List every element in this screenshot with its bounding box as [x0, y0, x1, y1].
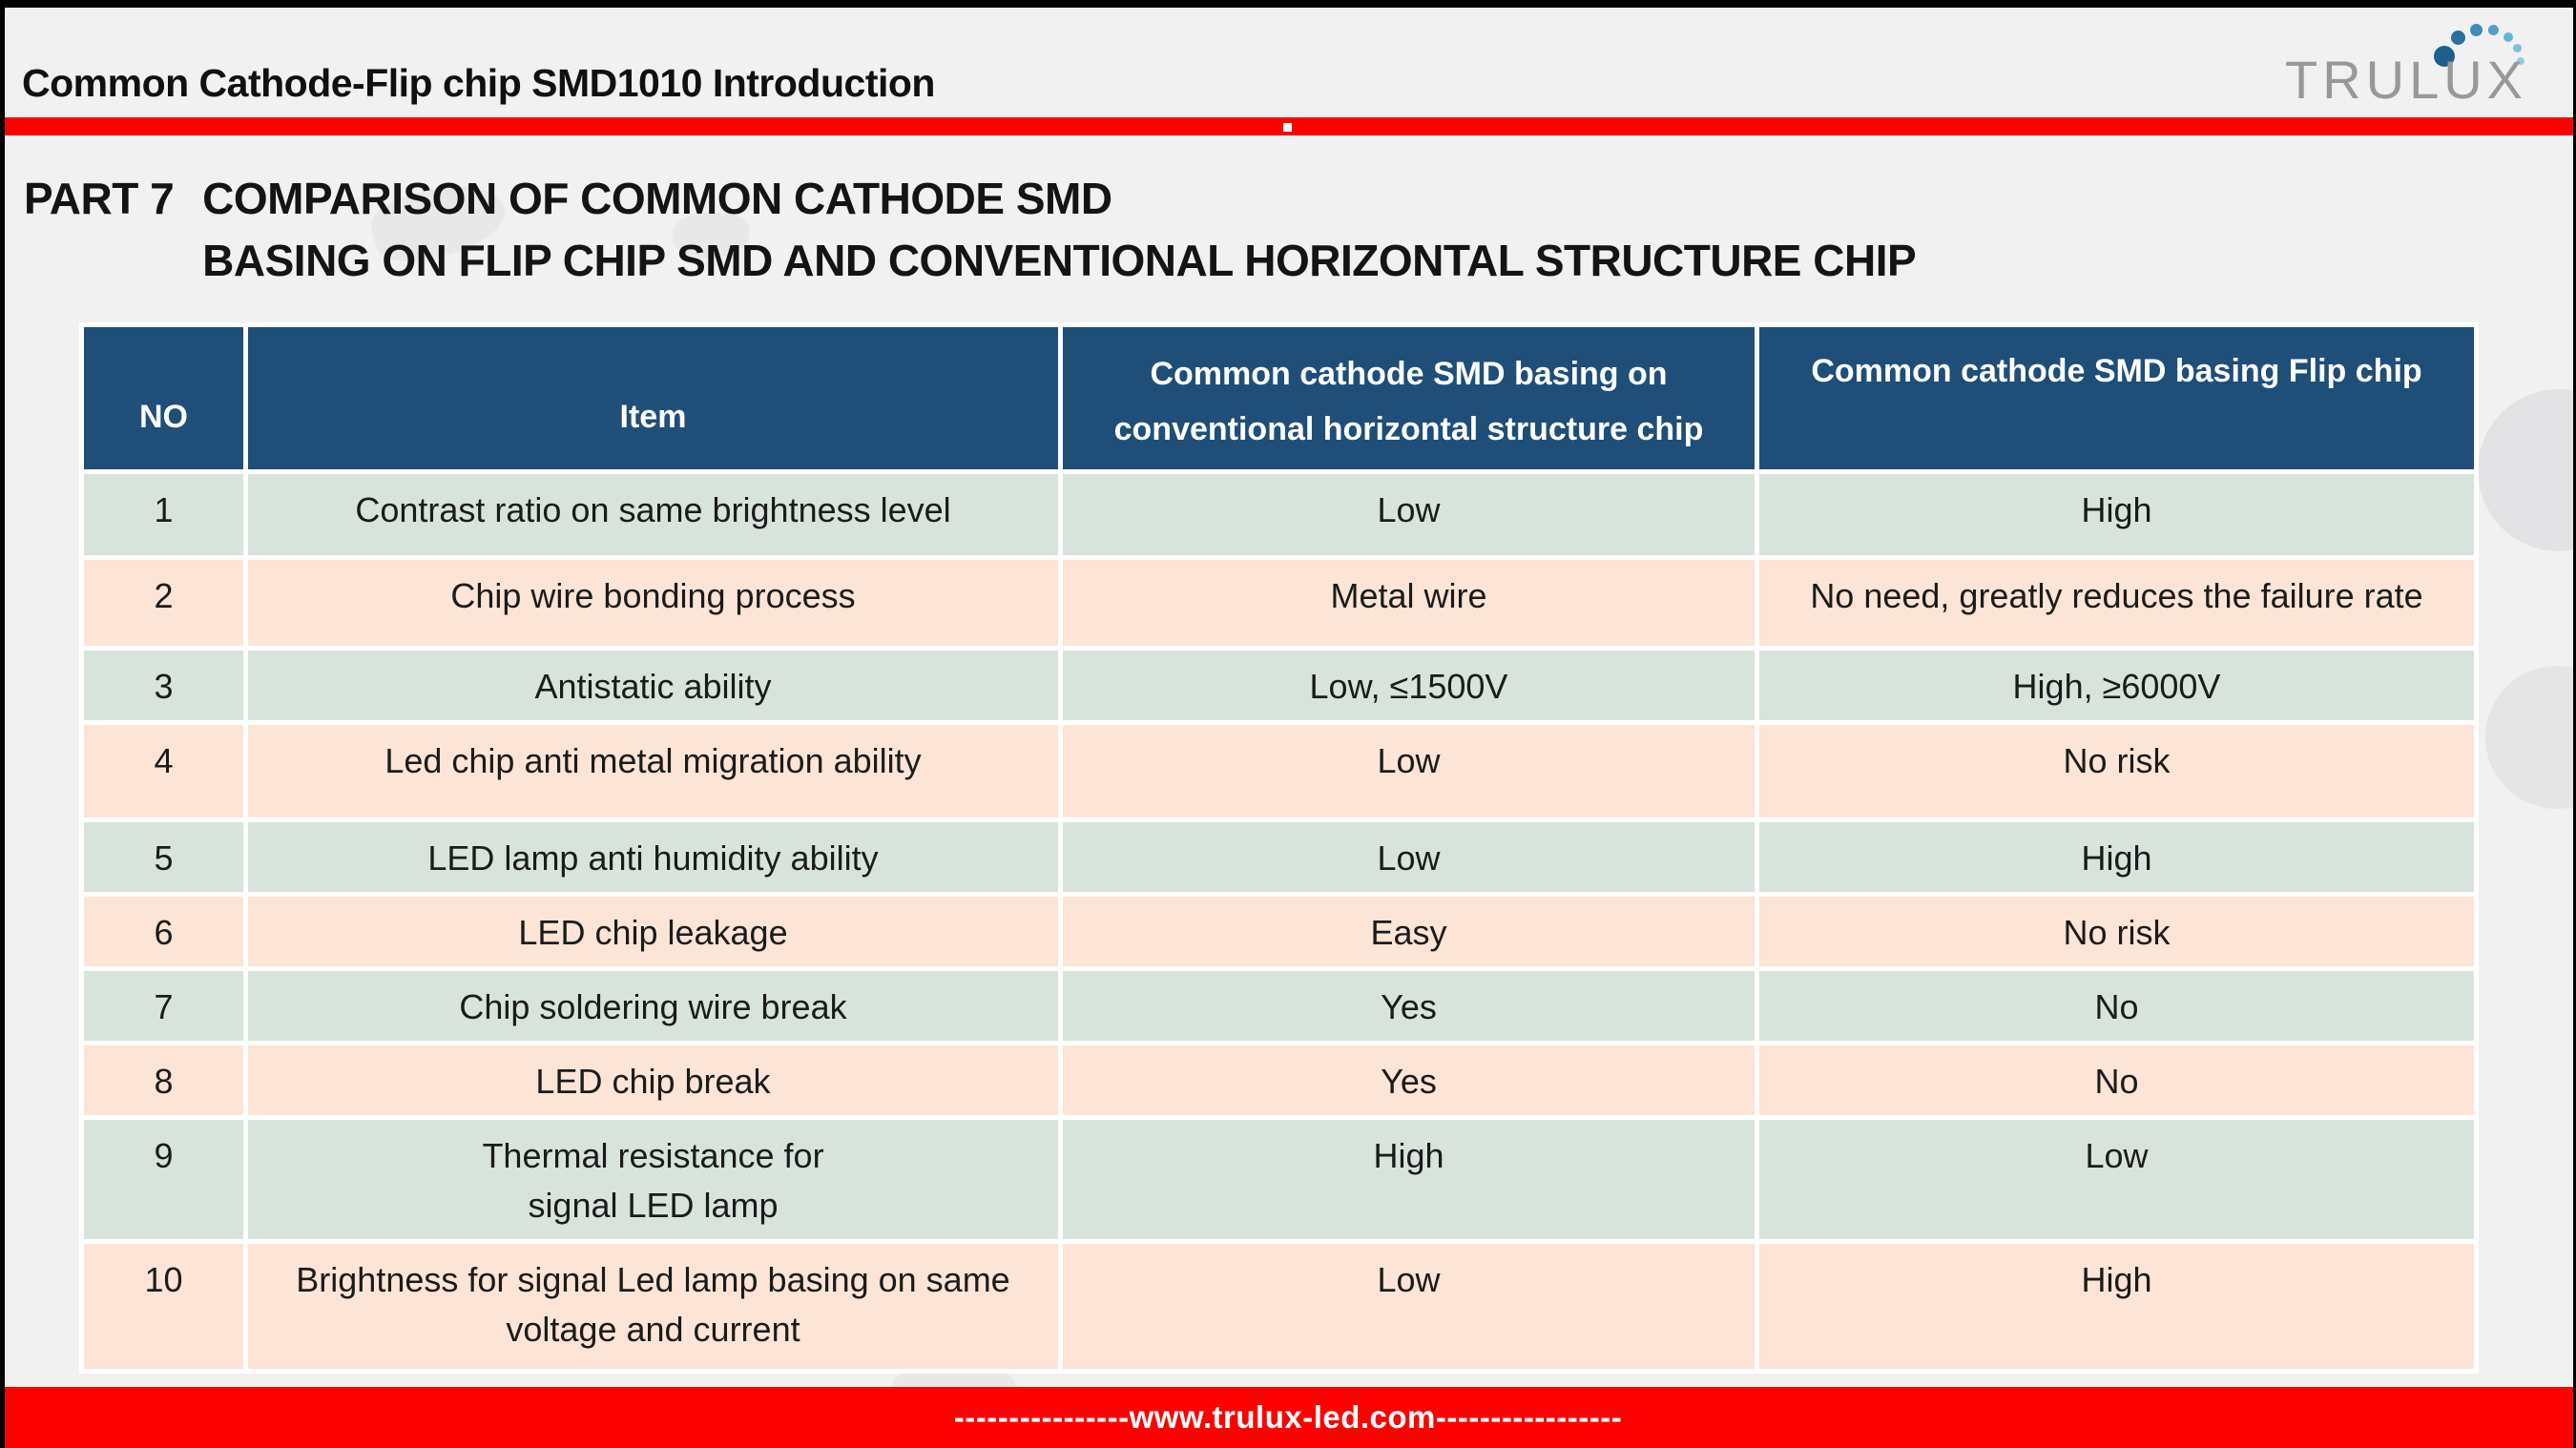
- map-watermark: [2485, 666, 2573, 809]
- cell-no: 8: [84, 1045, 243, 1115]
- cell-conventional: Low: [1063, 822, 1755, 892]
- footer-bar: ----------------www.trulux-led.com------…: [5, 1387, 2573, 1448]
- section-heading: PART 7 COMPARISON OF COMMON CATHODE SMD …: [24, 168, 1917, 292]
- footer-website: ----------------www.trulux-led.com------…: [953, 1399, 1623, 1435]
- cell-item: Chip soldering wire break: [248, 971, 1058, 1041]
- slide: Common Cathode-Flip chip SMD1010 Introdu…: [5, 8, 2573, 1448]
- part-label: PART 7: [24, 174, 175, 223]
- table-header: NO Item Common cathode SMD basing on con…: [84, 327, 2474, 469]
- slide-title: Common Cathode-Flip chip SMD1010 Introdu…: [22, 61, 935, 105]
- cell-no: 6: [84, 897, 243, 966]
- cell-flip: Low: [1759, 1120, 2474, 1239]
- table-row: 8 LED chip break Yes No: [84, 1045, 2474, 1115]
- cell-no: 4: [84, 725, 243, 817]
- table-row: 4 Led chip anti metal migration ability Lo…: [84, 725, 2474, 817]
- cell-flip: No need, greatly reduces the failure rat…: [1759, 560, 2474, 646]
- cell-no: 7: [84, 971, 243, 1041]
- cell-conventional: Yes: [1063, 1045, 1755, 1115]
- logo-dots-icon: [2428, 23, 2524, 71]
- table-row: 3 Antistatic ability Low, ≤1500V High, ≥600…: [84, 651, 2474, 720]
- map-watermark: [2478, 389, 2573, 551]
- cell-item: LED chip leakage: [248, 897, 1058, 966]
- map-watermark: [673, 213, 749, 259]
- divider-dot: [1283, 123, 1292, 132]
- header-row: NO Item Common cathode SMD basing on con…: [84, 327, 2474, 469]
- cell-item: Thermal resistance for signal LED lamp: [248, 1120, 1058, 1239]
- cell-flip: High, ≥6000V: [1759, 651, 2474, 720]
- heading-line2: BASING ON FLIP CHIP SMD AND CONVENTIONAL…: [202, 236, 1917, 285]
- cell-no: 1: [84, 474, 243, 555]
- header-band: Common Cathode-Flip chip SMD1010 Introdu…: [5, 8, 2573, 117]
- table-row: 6 LED chip leakage Easy No risk: [84, 897, 2474, 966]
- cell-no: 2: [84, 560, 243, 646]
- cell-conventional: Low: [1063, 725, 1755, 817]
- cell-no: 3: [84, 651, 243, 720]
- cell-flip: No: [1759, 1045, 2474, 1115]
- cell-no: 10: [84, 1244, 243, 1369]
- cell-flip: No risk: [1759, 897, 2474, 966]
- cell-conventional: Low: [1063, 1244, 1755, 1369]
- table-row: 2 Chip wire bonding process Metal wire No n…: [84, 560, 2474, 646]
- cell-flip: No: [1759, 971, 2474, 1041]
- cell-item: Antistatic ability: [248, 651, 1058, 720]
- cell-item: LED chip break: [248, 1045, 1058, 1115]
- cell-item: Brightness for signal Led lamp basing on…: [248, 1244, 1058, 1369]
- cell-flip: High: [1759, 822, 2474, 892]
- cell-no: 9: [84, 1120, 243, 1239]
- red-divider: [5, 117, 2573, 135]
- cell-conventional: Yes: [1063, 971, 1755, 1041]
- cell-conventional: Metal wire: [1063, 560, 1755, 646]
- table-row: 7 Chip soldering wire break Yes No: [84, 971, 2474, 1041]
- table-row: 1 Contrast ratio on same brightness level…: [84, 474, 2474, 555]
- cell-conventional: Easy: [1063, 897, 1755, 966]
- col-header-flip: Common cathode SMD basing Flip chip: [1759, 327, 2474, 469]
- table-row: 10 Brightness for signal Led lamp basing …: [84, 1244, 2474, 1369]
- cell-no: 5: [84, 822, 243, 892]
- cell-item: LED lamp anti humidity ability: [248, 822, 1058, 892]
- cell-item: Contrast ratio on same brightness level: [248, 474, 1058, 555]
- cell-item: Led chip anti metal migration ability: [248, 725, 1058, 817]
- cell-flip: High: [1759, 474, 2474, 555]
- table-row: 5 LED lamp anti humidity ability Low High: [84, 822, 2474, 892]
- comparison-table: NO Item Common cathode SMD basing on con…: [79, 322, 2479, 1374]
- col-header-item: Item: [248, 327, 1058, 469]
- cell-flip: No risk: [1759, 725, 2474, 817]
- trulux-logo: TRULUX: [2285, 23, 2524, 114]
- logo-wordmark: TRULUX: [2285, 50, 2528, 110]
- cell-flip: High: [1759, 1244, 2474, 1369]
- cell-conventional: Low, ≤1500V: [1063, 651, 1755, 720]
- cell-item: Chip wire bonding process: [248, 560, 1058, 646]
- table-body: 1 Contrast ratio on same brightness level…: [84, 474, 2474, 1369]
- table-row: 9 Thermal resistance for signal LED lamp H…: [84, 1120, 2474, 1239]
- cell-conventional: Low: [1063, 474, 1755, 555]
- heading-line1: COMPARISON OF COMMON CATHODE SMD: [202, 174, 1112, 223]
- col-header-conventional: Common cathode SMD basing on conventiona…: [1063, 327, 1755, 469]
- cell-conventional: High: [1063, 1120, 1755, 1239]
- col-header-no: NO: [84, 327, 243, 469]
